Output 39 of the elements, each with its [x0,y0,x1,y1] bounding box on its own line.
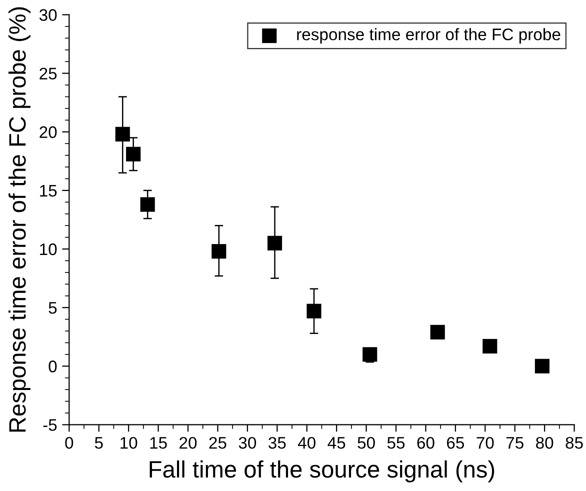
point [534,358,550,374]
y-tick-label: 30 [39,9,57,21]
x-tick-label: 85 [566,436,583,449]
x-tick-label: 45 [328,437,346,449]
y-tick-label: 10 [40,243,57,256]
point [126,146,141,162]
y-tick-label: 0 [48,360,57,372]
y-tick-label: 15 [40,185,57,197]
x-tick-label: 80 [536,436,554,449]
point [267,236,282,250]
y-tick-label: 25 [40,68,57,80]
x-tick-label: 70 [476,436,494,449]
x-axis-title: Fall time of the source signal (ns) [150,460,494,482]
point [482,338,498,354]
x-tick-label: 35 [268,436,286,449]
x-tick-label: 25 [209,436,226,449]
point [430,324,445,340]
x-tick-label: 75 [506,437,524,449]
x-tick-label: 55 [387,437,405,449]
x-tick-label: 30 [238,436,256,449]
x-tick-label: 60 [417,436,434,449]
x-tick-label: 65 [447,436,464,449]
point [212,244,226,259]
x-tick-label: 10 [120,436,138,449]
x-tick-label: 5 [94,437,103,449]
point [115,126,130,142]
legend-label: response time error of the FC probe [297,28,560,44]
x-tick-label: 15 [150,437,167,449]
point [140,197,155,212]
x-tick-label: 0 [65,436,74,449]
point [306,304,322,318]
point [362,347,378,362]
y-axis-title: Response time error of the FC probe (%) [8,7,30,432]
y-tick-label: 20 [40,126,57,138]
x-tick-label: 40 [298,436,316,449]
x-tick-label: 50 [358,436,375,449]
y-tick-label: -5 [43,419,57,431]
x-tick-label: 20 [180,436,197,449]
y-tick-label: 5 [48,302,57,314]
